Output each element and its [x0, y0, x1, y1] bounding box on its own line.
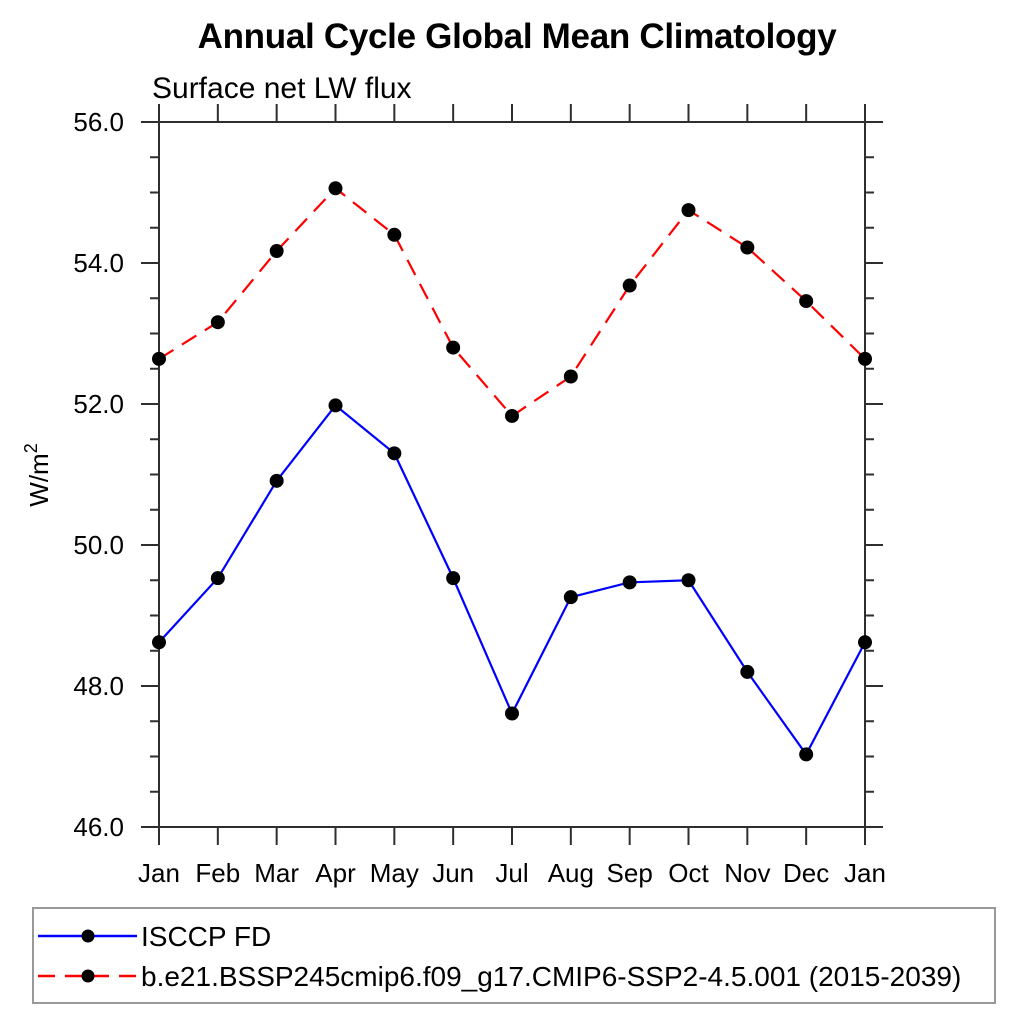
- data-point-series-1: [269, 244, 284, 259]
- y-axis-title: W/m2: [21, 443, 54, 506]
- x-tick-label: Nov: [724, 858, 770, 888]
- chart-subtitle: Surface net LW flux: [152, 72, 412, 105]
- y-tick-label: 52.0: [73, 389, 124, 419]
- data-point-series-1: [210, 315, 225, 330]
- y-tick-label: 56.0: [73, 107, 124, 137]
- data-point-series-0: [269, 473, 284, 488]
- plot-area: 46.0 48.0 50.0 52.0 54.0 56.0 Jan Feb Mar Apr May J…: [73, 104, 886, 888]
- x-tick-label: Oct: [668, 858, 709, 888]
- data-point-series-1: [446, 340, 461, 355]
- data-point-series-0: [328, 398, 343, 413]
- x-tick-label: Jul: [495, 858, 528, 888]
- x-tick-label: Jan: [138, 858, 180, 888]
- data-point-series-1: [152, 351, 166, 366]
- data-point-series-1: [740, 240, 755, 255]
- y-tick-label: 46.0: [73, 812, 124, 842]
- data-point-series-0: [152, 635, 166, 650]
- data-point-series-0: [681, 573, 696, 588]
- data-point-series-0: [799, 747, 814, 762]
- legend-box: ISCCP FD b.e21.BSSP245cmip6.f09_g17.CMIP…: [32, 907, 996, 1004]
- plot-frame: [158, 121, 866, 828]
- legend-item-model: b.e21.BSSP245cmip6.f09_g17.CMIP6-SSP2-4.…: [38, 961, 961, 992]
- data-point-series-1: [505, 408, 519, 423]
- x-tick-label: Aug: [548, 858, 594, 888]
- legend-item-isccp: ISCCP FD: [38, 921, 271, 952]
- series-line-1: [158, 186, 866, 418]
- legend-label-model: b.e21.BSSP245cmip6.f09_g17.CMIP6-SSP2-4.…: [141, 961, 961, 992]
- x-tick-label: Sep: [607, 858, 653, 888]
- data-point-series-1: [563, 369, 578, 384]
- legend-border: [32, 907, 996, 1004]
- data-point-series-1: [328, 181, 343, 196]
- data-point-series-1: [622, 278, 637, 293]
- x-tick-label: Feb: [195, 858, 240, 888]
- x-tick-label: Mar: [254, 858, 299, 888]
- data-point-series-0: [446, 571, 461, 586]
- y-tick-label: 48.0: [73, 671, 124, 701]
- y-tick-label: 50.0: [73, 530, 124, 560]
- y-tick-label: 54.0: [73, 248, 124, 278]
- data-point-series-1: [858, 351, 872, 366]
- data-point-series-0: [387, 446, 402, 461]
- data-point-series-0: [563, 590, 578, 605]
- legend-marker-dot: [81, 929, 95, 943]
- x-tick-label: Dec: [783, 858, 829, 888]
- data-point-series-0: [858, 635, 872, 650]
- data-point-series-0: [622, 575, 637, 590]
- x-tick-label: Jun: [432, 858, 474, 888]
- data-point-series-0: [505, 706, 519, 721]
- x-tick-label: Apr: [315, 858, 356, 888]
- x-tick-label: May: [370, 858, 419, 888]
- chart-title: Annual Cycle Global Mean Climatology: [198, 17, 838, 56]
- series-line-0: [158, 403, 866, 757]
- legend-marker-dot: [81, 969, 95, 983]
- data-point-series-0: [210, 571, 225, 586]
- y-axis-title-unit: W/m: [24, 453, 54, 506]
- legend-label-isccp: ISCCP FD: [141, 921, 271, 952]
- x-tick-label: Jan: [844, 858, 886, 888]
- y-axis-title-superscript: 2: [21, 443, 41, 453]
- data-point-series-1: [681, 203, 696, 218]
- data-point-series-1: [387, 227, 402, 242]
- data-point-series-0: [740, 664, 755, 679]
- data-point-series-1: [799, 294, 814, 309]
